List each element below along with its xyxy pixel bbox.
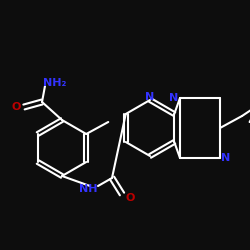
Text: O: O [125, 193, 135, 203]
Text: N: N [222, 153, 230, 163]
Text: N: N [170, 93, 178, 103]
Text: N: N [146, 92, 154, 102]
Text: O: O [11, 102, 21, 112]
Text: NH₂: NH₂ [43, 78, 67, 88]
Text: NH: NH [79, 184, 97, 194]
